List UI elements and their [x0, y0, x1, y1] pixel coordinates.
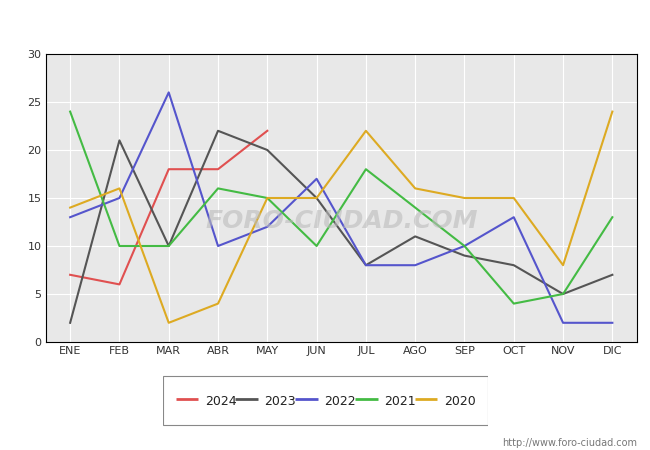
- Text: 2021: 2021: [384, 395, 416, 408]
- FancyBboxPatch shape: [162, 376, 488, 425]
- Text: FORO-CIUDAD.COM: FORO-CIUDAD.COM: [205, 209, 478, 233]
- Text: 2023: 2023: [265, 395, 296, 408]
- Text: 2020: 2020: [444, 395, 476, 408]
- Text: 2024: 2024: [205, 395, 237, 408]
- Text: http://www.foro-ciudad.com: http://www.foro-ciudad.com: [502, 438, 637, 448]
- Text: Matriculaciones de Vehiculos en Los Santos de Maimona: Matriculaciones de Vehiculos en Los Sant…: [99, 17, 551, 32]
- Text: 2022: 2022: [324, 395, 356, 408]
